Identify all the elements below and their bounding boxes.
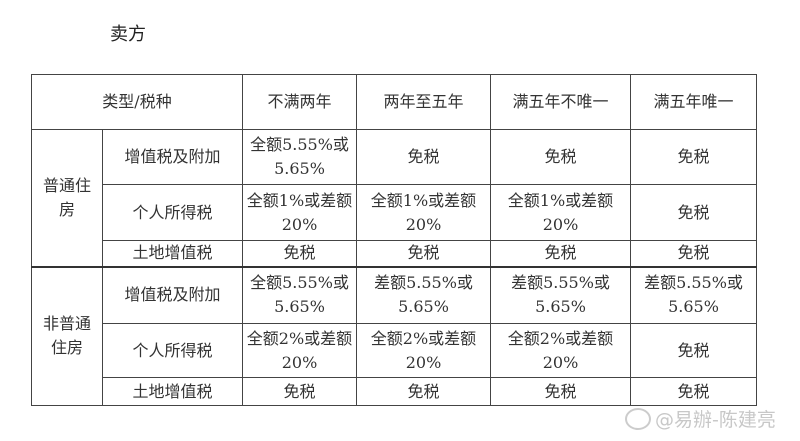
table-row: 非普通住房 增值税及附加 全额5.55%或5.65% 差额5.55%或5.65%… — [31, 265, 757, 406]
table-row: 土地增值税 免税 免税 免税 免税 — [32, 240, 757, 267]
cell: 免税 — [490, 129, 631, 185]
cell: 全额2%或差额20% — [242, 323, 357, 378]
cell: 全额2%或差额20% — [356, 323, 491, 378]
watermark: @易辦-陈建亮 — [625, 405, 776, 432]
cell: 免税 — [630, 323, 757, 378]
cell: 差额5.55%或5.65% — [356, 265, 491, 324]
cell: 全额5.55%或5.65% — [242, 265, 357, 324]
cell: 全额1%或差额20% — [490, 184, 631, 241]
cell: 全额1%或差额20% — [242, 184, 357, 241]
header-type: 类型/税种 — [31, 74, 243, 130]
table-row: 个人所得税 全额2%或差额20% 全额2%或差额20% 全额2%或差额20% 免… — [32, 323, 757, 378]
cell: 免税 — [490, 377, 631, 406]
table-row: 土地增值税 免税 免税 免税 免税 — [32, 377, 757, 406]
cell: 免税 — [356, 377, 491, 406]
cell: 免税 — [242, 377, 357, 406]
watermark-text: @易辦-陈建亮 — [655, 409, 776, 431]
cell: 免税 — [242, 240, 357, 267]
header-col: 满五年唯一 — [630, 74, 757, 130]
table-row: 个人所得税 全额1%或差额20% 全额1%或差额20% 全额1%或差额20% 免… — [32, 184, 757, 241]
group-label: 普通住房 — [31, 129, 103, 267]
weibo-icon — [625, 407, 651, 430]
cell: 差额5.55%或5.65% — [490, 265, 631, 324]
tax-name: 增值税及附加 — [102, 129, 243, 185]
cell: 免税 — [630, 184, 757, 241]
tax-name: 土地增值税 — [102, 240, 243, 267]
header-col: 满五年不唯一 — [490, 74, 631, 130]
group-label: 非普通住房 — [31, 265, 103, 406]
tax-name: 个人所得税 — [102, 184, 243, 241]
tax-name: 增值税及附加 — [102, 265, 243, 324]
cell: 全额5.55%或5.65% — [242, 129, 357, 185]
header-col: 两年至五年 — [356, 74, 491, 130]
section-title: 卖方 — [110, 24, 146, 45]
cell: 免税 — [630, 129, 757, 185]
tax-table: 类型/税种 不满两年 两年至五年 满五年不唯一 满五年唯一 普通住房 增值税及附… — [31, 74, 757, 406]
cell: 免税 — [356, 129, 491, 185]
cell: 免税 — [490, 240, 631, 267]
tax-name: 个人所得税 — [102, 323, 243, 378]
header-row: 类型/税种 不满两年 两年至五年 满五年不唯一 满五年唯一 — [31, 74, 757, 130]
tax-name: 土地增值税 — [102, 377, 243, 406]
header-col: 不满两年 — [242, 74, 357, 130]
cell: 差额5.55%或5.65% — [630, 265, 757, 324]
cell: 免税 — [356, 240, 491, 267]
cell: 免税 — [630, 377, 757, 406]
table-row: 普通住房 增值税及附加 全额5.55%或5.65% 免税 免税 免税 — [31, 129, 757, 267]
cell: 全额2%或差额20% — [490, 323, 631, 378]
cell: 全额1%或差额20% — [356, 184, 491, 241]
cell: 免税 — [630, 240, 757, 267]
